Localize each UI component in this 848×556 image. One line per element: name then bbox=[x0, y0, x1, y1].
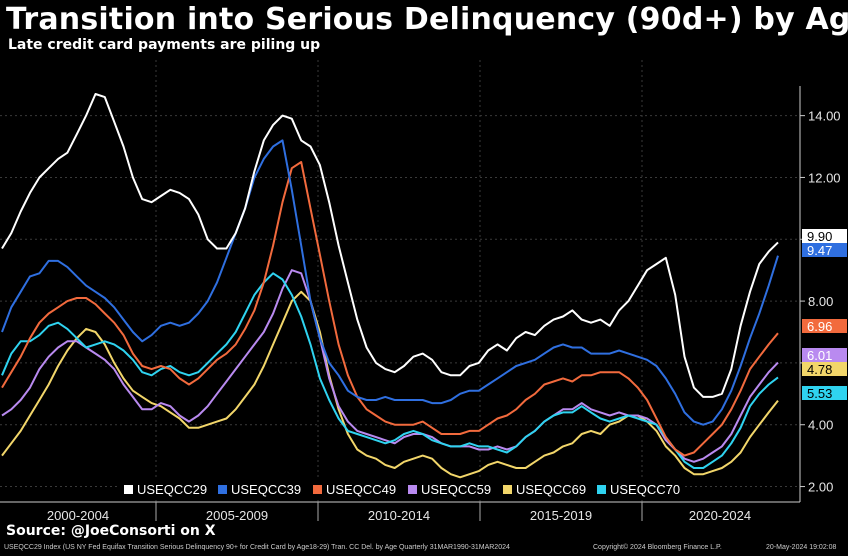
last-value-label: 6.01 bbox=[807, 348, 832, 363]
x-tick-label: 2010-2014 bbox=[368, 508, 430, 523]
last-value-labels: 9.909.47 6.96 6.014.78 5.53 bbox=[802, 229, 847, 401]
series-line-useqcc69 bbox=[1, 290, 779, 479]
last-value-box bbox=[802, 319, 847, 333]
series-line-useqcc70 bbox=[1, 272, 779, 469]
last-value-label: 6.96 bbox=[807, 319, 832, 334]
last-value-label: 9.47 bbox=[807, 243, 832, 258]
footer-copyright: Copyright© 2024 Bloomberg Finance L.P. bbox=[593, 544, 722, 551]
x-tick-label: 2015-2019 bbox=[530, 508, 592, 523]
last-value-label: 4.78 bbox=[807, 362, 832, 377]
last-value-label: 5.53 bbox=[807, 386, 832, 401]
last-value-box bbox=[802, 348, 847, 362]
chart-title: Transition into Serious Delinquency (90d… bbox=[6, 2, 848, 37]
x-axis: 2000-2004 2005-2009 2010-2014 2015-2019 2020… bbox=[0, 501, 800, 523]
y-tick-label: 8.00 bbox=[808, 294, 833, 309]
last-value-box bbox=[802, 229, 847, 243]
legend-background bbox=[118, 480, 684, 499]
footer-index-description: USEQCC29 Index (US NY Fed Equifax Transi… bbox=[4, 544, 510, 551]
series-line-useqcc49 bbox=[1, 161, 779, 457]
legend-swatch bbox=[218, 485, 227, 494]
legend-swatch bbox=[503, 485, 512, 494]
chart-subtitle: Late credit card payments are piling up bbox=[8, 37, 321, 53]
legend-label: USEQCC69 bbox=[516, 482, 586, 497]
legend-swatch bbox=[124, 485, 133, 494]
legend-swatch bbox=[313, 485, 322, 494]
series-lines bbox=[1, 93, 779, 479]
x-tick-label: 2020-2024 bbox=[689, 508, 751, 523]
last-value-box bbox=[802, 362, 847, 376]
y-tick-label: 12.00 bbox=[808, 170, 841, 185]
legend-label: USEQCC29 bbox=[137, 482, 207, 497]
last-value-label: 9.90 bbox=[807, 229, 832, 244]
legend-label: USEQCC49 bbox=[326, 482, 396, 497]
legend-label: USEQCC59 bbox=[421, 482, 491, 497]
y-tick-label: 2.00 bbox=[808, 480, 833, 495]
y-tick-label: 4.00 bbox=[808, 418, 833, 433]
last-value-box bbox=[802, 386, 847, 400]
series-line-useqcc39 bbox=[1, 139, 779, 426]
footer-timestamp: 20-May-2024 19:02:08 bbox=[766, 544, 837, 551]
x-tick-label: 2000-2004 bbox=[47, 508, 109, 523]
legend-label: USEQCC39 bbox=[231, 482, 301, 497]
legend-swatch bbox=[408, 485, 417, 494]
series-line-useqcc29 bbox=[1, 93, 779, 398]
last-value-box bbox=[802, 243, 847, 257]
legend-label: USEQCC70 bbox=[610, 482, 680, 497]
legend: USEQCC29 USEQCC39 USEQCC49 USEQCC59 USEQCC69… bbox=[118, 480, 684, 499]
legend-swatch bbox=[597, 485, 606, 494]
x-tick-label: 2005-2009 bbox=[206, 508, 268, 523]
source-label: Source: @JoeConsorti on X bbox=[6, 523, 216, 539]
y-tick-label: 14.00 bbox=[808, 109, 841, 124]
